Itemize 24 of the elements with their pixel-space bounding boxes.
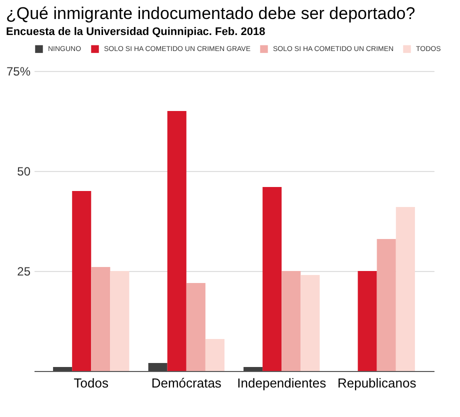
bar: [186, 283, 206, 371]
bar: [358, 271, 377, 371]
bar: [72, 191, 92, 371]
bar: [53, 367, 72, 371]
bar: [148, 363, 168, 371]
y-tick-label: 75%: [6, 64, 31, 78]
x-tick-label: Republicanos: [337, 376, 417, 390]
bar: [376, 239, 396, 371]
y-tick-label: 25: [17, 264, 31, 278]
x-tick-label: Independientes: [237, 376, 327, 390]
x-tick-label: Demócratas: [151, 376, 222, 390]
bar: [300, 275, 320, 371]
bar: [110, 271, 130, 371]
bar: [91, 267, 110, 371]
bar: [167, 111, 186, 371]
chart-title: ¿Qué inmigrante indocumentado debe ser deportado?: [6, 4, 416, 23]
x-tick-label: Todos: [74, 376, 109, 390]
bar: [205, 339, 224, 371]
y-tick-label: 50: [17, 164, 31, 178]
chart-subtitle: Encuesta de la Universidad Quinnipiac. Feb. 2018: [6, 26, 266, 38]
bar: [282, 271, 301, 371]
bar: [396, 207, 415, 371]
bar: [262, 187, 282, 371]
bar: [244, 367, 263, 371]
